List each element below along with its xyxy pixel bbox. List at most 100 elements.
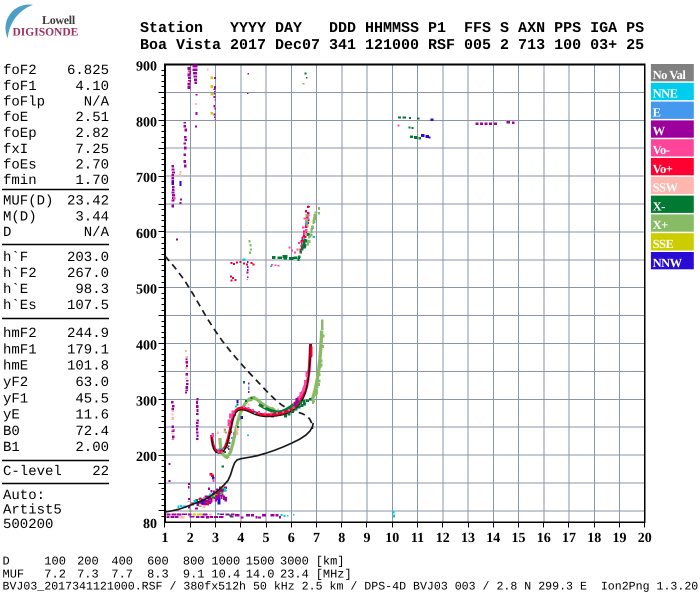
svg-text:9.1: 9.1 (183, 568, 205, 582)
svg-text:[MHz]: [MHz] (316, 568, 352, 582)
svg-text:63.0: 63.0 (75, 375, 109, 391)
svg-text:19: 19 (613, 531, 627, 546)
svg-text:4.10: 4.10 (75, 79, 109, 95)
svg-text:23.42: 23.42 (67, 194, 109, 210)
svg-text:2.00: 2.00 (75, 440, 109, 456)
svg-text:7.7: 7.7 (111, 568, 133, 582)
svg-text:D: D (3, 555, 10, 569)
svg-text:98.3: 98.3 (75, 282, 109, 298)
svg-text:Station YYYY DAY DDD HHMMS: Station YYYY DAY DDD HHMMSS P1 FFS S AXN… (140, 20, 644, 37)
svg-text:400: 400 (136, 339, 157, 354)
svg-text:7.25: 7.25 (75, 142, 109, 158)
svg-text:X-: X- (653, 199, 666, 213)
svg-text:107.5: 107.5 (67, 298, 109, 314)
svg-text:E: E (653, 105, 661, 119)
svg-text:yE: yE (3, 408, 20, 424)
svg-text:8.3: 8.3 (147, 568, 169, 582)
svg-text:B0: B0 (3, 424, 20, 440)
svg-text:X+: X+ (653, 218, 669, 232)
svg-text:foF2: foF2 (3, 63, 37, 79)
svg-text:6.825: 6.825 (67, 63, 109, 79)
svg-text:D: D (3, 225, 11, 241)
svg-text:5: 5 (263, 531, 270, 546)
svg-text:h`F2: h`F2 (3, 266, 37, 282)
svg-text:DIGISONDE: DIGISONDE (13, 26, 79, 38)
svg-text:N/A: N/A (84, 225, 110, 241)
svg-text:SSW: SSW (653, 181, 679, 195)
svg-text:500: 500 (136, 283, 157, 298)
svg-text:3: 3 (212, 531, 219, 546)
svg-text:h`E: h`E (3, 282, 28, 298)
svg-text:800: 800 (136, 115, 157, 130)
svg-text:3.44: 3.44 (75, 209, 109, 225)
svg-text:300: 300 (136, 394, 157, 409)
svg-text:7.2: 7.2 (44, 568, 66, 582)
svg-text:200: 200 (136, 450, 157, 465)
svg-text:17: 17 (562, 531, 576, 546)
svg-text:hmE: hmE (3, 359, 28, 375)
svg-text:[km]: [km] (316, 555, 345, 569)
svg-text:1: 1 (162, 531, 169, 546)
svg-text:244.9: 244.9 (67, 326, 109, 342)
svg-text:2.70: 2.70 (75, 158, 109, 174)
svg-text:72.4: 72.4 (75, 424, 109, 440)
svg-text:11.6: 11.6 (75, 408, 109, 424)
svg-text:foFlp: foFlp (3, 95, 45, 111)
svg-text:1500: 1500 (246, 555, 275, 569)
svg-text:foE: foE (3, 110, 28, 126)
svg-text:200: 200 (77, 555, 99, 569)
svg-text:700: 700 (136, 171, 157, 186)
svg-text:22: 22 (92, 464, 109, 480)
svg-text:80: 80 (143, 517, 157, 532)
svg-text:1.70: 1.70 (75, 173, 109, 189)
svg-text:179.1: 179.1 (67, 342, 109, 358)
svg-text:16: 16 (537, 531, 551, 546)
svg-text:23.4: 23.4 (280, 568, 309, 582)
svg-text:13: 13 (461, 531, 475, 546)
svg-text:hmF1: hmF1 (3, 342, 37, 358)
svg-text:9: 9 (364, 531, 371, 546)
svg-text:Lowell: Lowell (42, 13, 76, 27)
svg-text:101.8: 101.8 (67, 359, 109, 375)
svg-text:B1: B1 (3, 440, 20, 456)
svg-text:3000: 3000 (280, 555, 309, 569)
svg-text:2.51: 2.51 (75, 110, 109, 126)
svg-text:10.4: 10.4 (211, 568, 240, 582)
svg-text:7.3: 7.3 (77, 568, 99, 582)
svg-text:500200: 500200 (3, 517, 53, 533)
svg-text:Vo-: Vo- (653, 143, 670, 157)
svg-text:h`F: h`F (3, 250, 28, 266)
svg-text:14.0: 14.0 (246, 568, 275, 582)
svg-text:20: 20 (638, 531, 652, 546)
svg-text:SSE: SSE (653, 237, 674, 251)
svg-text:NNW: NNW (653, 256, 683, 270)
svg-text:14: 14 (486, 531, 500, 546)
svg-text:fxI: fxI (3, 142, 28, 158)
svg-text:6: 6 (288, 531, 295, 546)
svg-text:M(D): M(D) (3, 209, 37, 225)
svg-text:MUF: MUF (3, 568, 25, 582)
svg-text:7: 7 (313, 531, 320, 546)
svg-text:18: 18 (587, 531, 601, 546)
svg-text:hmF2: hmF2 (3, 326, 37, 342)
svg-text:foEs: foEs (3, 158, 37, 174)
svg-text:Artist5: Artist5 (3, 503, 62, 519)
svg-text:600: 600 (147, 555, 169, 569)
svg-text:h`Es: h`Es (3, 298, 37, 314)
svg-text:10: 10 (385, 531, 399, 546)
svg-text:8: 8 (338, 531, 345, 546)
svg-text:11: 11 (411, 531, 424, 546)
svg-text:15: 15 (512, 531, 526, 546)
svg-text:267.0: 267.0 (67, 266, 109, 282)
svg-text:2: 2 (187, 531, 194, 546)
svg-text:Vo+: Vo+ (653, 162, 673, 176)
svg-text:BVJ03_2017341121000.RSF / 380f: BVJ03_2017341121000.RSF / 380fx512h 50 k… (3, 581, 699, 594)
svg-text:900: 900 (136, 60, 157, 75)
svg-text:2.82: 2.82 (75, 126, 109, 142)
svg-text:1000: 1000 (211, 555, 240, 569)
svg-text:12: 12 (436, 531, 450, 546)
svg-text:203.0: 203.0 (67, 250, 109, 266)
svg-text:MUF(D): MUF(D) (3, 194, 53, 210)
svg-text:600: 600 (136, 227, 157, 242)
svg-text:Auto:: Auto: (3, 488, 45, 504)
